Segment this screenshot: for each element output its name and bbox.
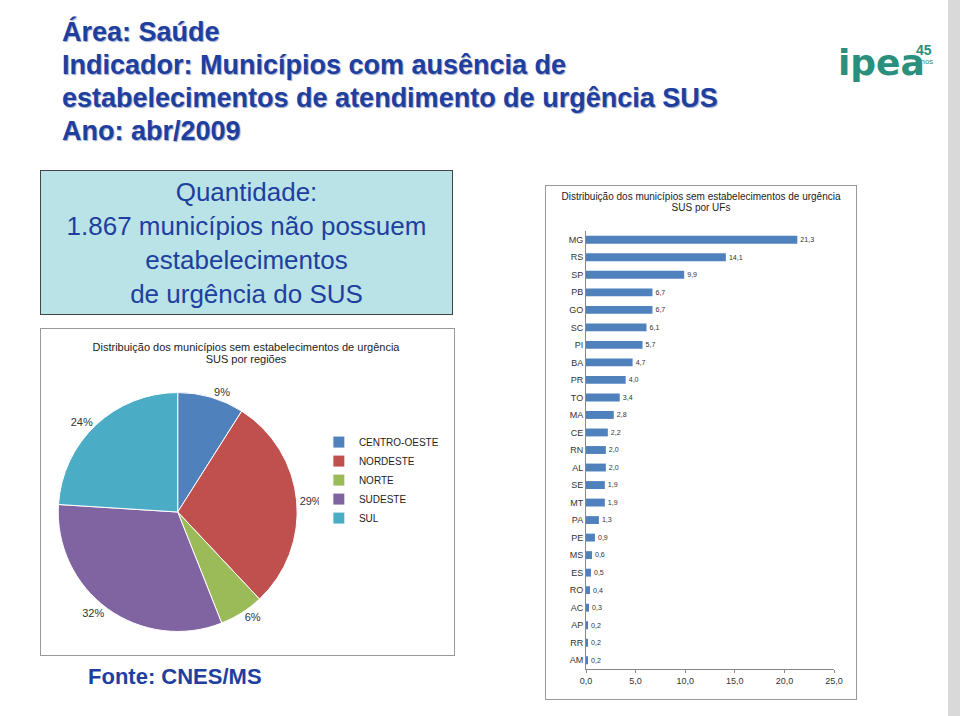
svg-text:NORDESTE: NORDESTE (359, 456, 415, 467)
svg-text:MA: MA (570, 410, 584, 420)
svg-text:9%: 9% (214, 386, 230, 398)
html-text:Indicador: Municípios com ausê: Indicador: Municípios com ausência de (62, 50, 567, 80)
svg-text:MG: MG (569, 235, 584, 245)
svg-text:15,0: 15,0 (726, 676, 744, 686)
svg-text:20,0: 20,0 (776, 676, 794, 686)
svg-text:GO: GO (569, 305, 583, 315)
svg-text:0,6: 0,6 (595, 551, 605, 559)
svg-text:0,2: 0,2 (591, 622, 601, 630)
svg-text:PB: PB (571, 287, 583, 297)
svg-text:RN: RN (570, 445, 583, 455)
svg-text:PI: PI (575, 340, 584, 350)
svg-text:14,1: 14,1 (729, 254, 743, 262)
html-text:Quantidade:: Quantidade: (175, 177, 318, 207)
svg-text:6,1: 6,1 (650, 324, 660, 332)
svg-text:1,9: 1,9 (608, 481, 618, 489)
html-text:anos: anos (916, 57, 934, 66)
svg-text:NORTE: NORTE (359, 475, 394, 486)
svg-text:3,4: 3,4 (623, 394, 633, 402)
html-text:estabelecimentos de atendiment: estabelecimentos de atendimento de urgên… (62, 83, 718, 113)
svg-text:21,3: 21,3 (800, 236, 814, 244)
svg-text:2,0: 2,0 (609, 464, 619, 472)
svg-text:AP: AP (571, 620, 583, 630)
svg-text:6,7: 6,7 (655, 289, 665, 297)
svg-text:9,9: 9,9 (687, 271, 697, 279)
svg-text:SE: SE (571, 480, 583, 490)
svg-text:RS: RS (571, 252, 584, 262)
svg-text:AL: AL (572, 463, 583, 473)
svg-text:SC: SC (571, 323, 584, 333)
svg-text:2,2: 2,2 (611, 429, 621, 437)
svg-text:0,2: 0,2 (591, 639, 601, 647)
svg-text:32%: 32% (82, 607, 104, 619)
svg-text:6,7: 6,7 (655, 306, 665, 314)
svg-text:1,3: 1,3 (602, 516, 612, 524)
svg-text:0,4: 0,4 (593, 587, 603, 595)
html-text:1.867 municípios não possuem: 1.867 municípios não possuem (66, 211, 427, 241)
svg-text:PR: PR (571, 375, 584, 385)
svg-text:5,7: 5,7 (646, 341, 656, 349)
svg-text:2,0: 2,0 (609, 446, 619, 454)
html-text:45: 45 (916, 42, 932, 58)
svg-text:2,8: 2,8 (617, 411, 627, 419)
html-text:de urgência do SUS: de urgência do SUS (130, 279, 363, 309)
svg-text:24%: 24% (71, 416, 93, 428)
svg-text:0,2: 0,2 (591, 657, 601, 665)
svg-text:10,0: 10,0 (676, 676, 694, 686)
svg-text:SUDESTE: SUDESTE (359, 494, 407, 505)
svg-text:CENTRO-OESTE: CENTRO-OESTE (359, 437, 439, 448)
svg-text:AM: AM (570, 655, 584, 665)
svg-text:MS: MS (570, 550, 584, 560)
html-text:Área: Saúde: Área: Saúde (62, 17, 220, 47)
svg-text:PE: PE (571, 533, 583, 543)
html-text:Distribuição dos municípios se: Distribuição dos municípios sem estabele… (92, 341, 400, 365)
svg-text:4,7: 4,7 (636, 359, 646, 367)
svg-text:4,0: 4,0 (629, 376, 639, 384)
svg-text:SP: SP (571, 270, 583, 280)
svg-text:PA: PA (572, 515, 583, 525)
svg-text:TO: TO (571, 393, 583, 403)
svg-text:MT: MT (570, 498, 583, 508)
svg-text:RR: RR (570, 638, 583, 648)
html-text:ipea: ipea (838, 42, 925, 83)
html-text:Fonte: CNES/MS: Fonte: CNES/MS (88, 664, 262, 689)
svg-text:RO: RO (570, 585, 584, 595)
svg-text:0,3: 0,3 (592, 604, 602, 612)
svg-text:ES: ES (571, 568, 583, 578)
svg-text:SUL: SUL (359, 513, 379, 524)
html-text:estabelecimentos: estabelecimentos (145, 245, 348, 275)
svg-text:0,9: 0,9 (598, 534, 608, 542)
svg-text:AC: AC (571, 603, 584, 613)
svg-text:25,0: 25,0 (825, 676, 843, 686)
svg-text:BA: BA (571, 358, 583, 368)
svg-text:1,9: 1,9 (608, 499, 618, 507)
svg-text:CE: CE (571, 428, 584, 438)
html-text:Ano: abr/2009: Ano: abr/2009 (62, 116, 241, 146)
svg-text:0,5: 0,5 (594, 569, 604, 577)
svg-text:5,0: 5,0 (629, 676, 642, 686)
svg-text:29%: 29% (300, 495, 322, 507)
svg-text:6%: 6% (245, 611, 261, 623)
html-text:Distribuição dos municípios se: Distribuição dos municípios sem estabele… (561, 191, 841, 213)
svg-text:0,0: 0,0 (580, 676, 593, 686)
